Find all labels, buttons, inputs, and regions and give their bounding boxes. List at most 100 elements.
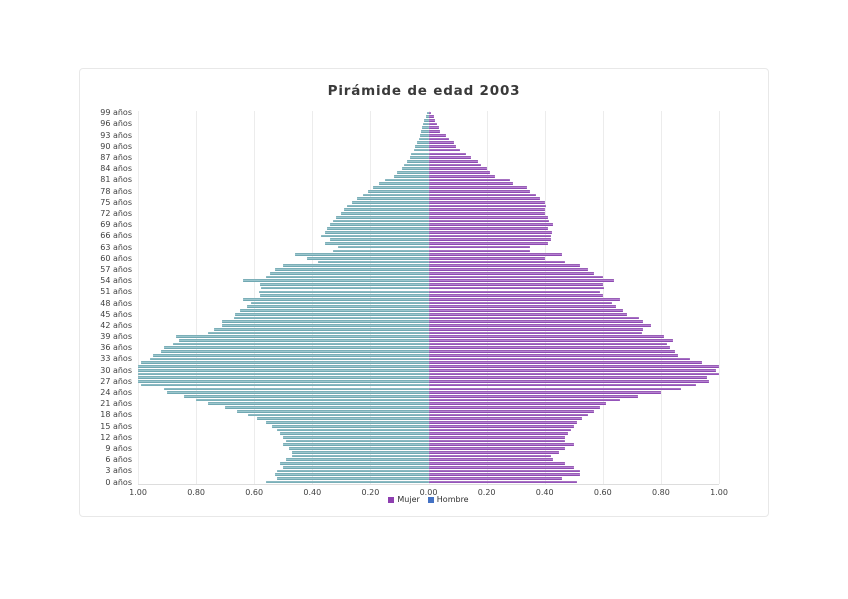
bar-mujer xyxy=(428,469,580,473)
bar-mujer xyxy=(428,324,651,327)
bar-mujer xyxy=(428,458,554,462)
bar-hombre xyxy=(277,428,429,432)
bar-hombre xyxy=(379,182,429,186)
bar-mujer xyxy=(428,462,566,465)
x-tick-label: 0.60 xyxy=(593,488,612,497)
bar-mujer xyxy=(428,335,664,338)
bar-mujer xyxy=(428,428,571,432)
x-tick-label: 0.80 xyxy=(187,488,205,497)
bar-hombre xyxy=(172,342,429,346)
bar-hombre xyxy=(357,197,429,200)
bar-mujer xyxy=(428,417,583,421)
x-tick-label: 0.60 xyxy=(245,488,264,497)
gridline xyxy=(719,111,720,484)
y-tick-label: 18 años xyxy=(100,410,132,420)
bar-mujer xyxy=(428,242,548,245)
x-tick-label: 1.00 xyxy=(710,488,728,497)
y-tick-label: 45 años xyxy=(100,309,132,319)
bar-mujer xyxy=(428,141,454,145)
x-tick-label: 0.00 xyxy=(419,488,438,497)
bar-hombre xyxy=(341,212,429,215)
bar-hombre xyxy=(409,156,429,159)
bar-hombre xyxy=(277,469,429,473)
bar-mujer xyxy=(428,238,551,241)
bar-mujer xyxy=(428,477,563,480)
y-tick-label: 12 años xyxy=(100,432,132,442)
legend-item-mujer[interactable]: Mujer xyxy=(388,495,420,504)
chart-title: Pirámide de edad 2003 xyxy=(327,83,521,99)
y-tick-label: 30 años xyxy=(100,365,132,375)
bar-hombre xyxy=(207,331,429,335)
bar-hombre xyxy=(271,424,429,428)
bar-hombre xyxy=(152,353,429,357)
bar-hombre xyxy=(258,290,429,294)
x-axis-labels: 1.00 0.80 0.60 0.40 0.20 0.00 0.20 0.40 0.60 0.80… xyxy=(129,488,728,500)
bar-hombre xyxy=(138,368,429,372)
bar-hombre xyxy=(338,245,429,249)
bar-mujer xyxy=(428,148,461,152)
bar-hombre xyxy=(260,294,429,297)
bar-hombre xyxy=(274,268,429,271)
bar-hombre xyxy=(407,159,429,163)
bar-mujer xyxy=(428,398,621,402)
y-tick-label: 99 años xyxy=(100,108,132,118)
x-tick-label: 0.40 xyxy=(535,488,554,497)
y-tick-label: 93 años xyxy=(100,130,132,140)
bar-hombre xyxy=(329,238,429,241)
bar-hombre xyxy=(257,417,429,421)
bar-mujer xyxy=(428,454,551,458)
bar-mujer xyxy=(428,171,490,174)
bar-mujer xyxy=(428,133,446,137)
y-tick-label: 21 años xyxy=(100,399,132,409)
y-tick-label: 96 años xyxy=(100,119,132,129)
bar-hombre xyxy=(332,219,429,223)
bar-hombre xyxy=(233,316,429,320)
bar-hombre xyxy=(422,126,429,130)
bar-hombre xyxy=(265,421,429,424)
bar-mujer xyxy=(428,465,574,469)
bar-mujer xyxy=(428,361,702,365)
y-axis-labels: 99 años 96 años 93 años 90 años 87 años 84 añ… xyxy=(80,108,132,486)
bar-mujer xyxy=(428,305,616,309)
gridline xyxy=(138,111,139,484)
bar-hombre xyxy=(239,309,429,312)
bar-hombre xyxy=(367,189,429,193)
bar-mujer xyxy=(428,208,545,212)
bar-hombre xyxy=(402,167,429,171)
y-tick-label: 54 años xyxy=(100,276,132,286)
bar-hombre xyxy=(164,387,429,391)
gridline xyxy=(312,111,314,484)
bar-mujer xyxy=(428,227,548,230)
bar-hombre xyxy=(277,477,429,480)
bar-mujer xyxy=(428,473,580,476)
legend-item-hombre[interactable]: Hombre xyxy=(427,495,469,504)
gridline xyxy=(254,111,256,484)
bar-mujer xyxy=(428,298,621,301)
bar-hombre xyxy=(149,357,429,361)
bar-hombre xyxy=(138,376,429,380)
bar-mujer xyxy=(428,253,563,256)
bar-mujer xyxy=(428,118,436,122)
bar-mujer xyxy=(428,130,441,133)
bar-hombre xyxy=(363,193,429,197)
bar-mujer xyxy=(428,353,679,357)
bar-hombre xyxy=(167,391,429,394)
bar-hombre xyxy=(283,443,429,447)
bar-hombre xyxy=(235,312,429,316)
bar-mujer xyxy=(428,357,690,361)
bar-mujer xyxy=(428,421,577,424)
bar-hombre xyxy=(236,409,429,413)
y-tick-label: 36 años xyxy=(100,343,132,353)
bar-mujer xyxy=(428,126,439,130)
bar-mujer xyxy=(428,447,566,450)
y-tick-label: 66 años xyxy=(100,231,132,241)
bar-mujer xyxy=(428,368,717,372)
bar-hombre xyxy=(425,115,429,118)
bar-hombre xyxy=(246,305,429,309)
bar-mujer xyxy=(428,115,434,118)
bar-mujer xyxy=(428,450,560,454)
bar-mujer xyxy=(428,249,531,253)
bar-hombre xyxy=(418,137,429,141)
bar-hombre xyxy=(242,279,429,283)
bar-mujer xyxy=(428,159,478,163)
